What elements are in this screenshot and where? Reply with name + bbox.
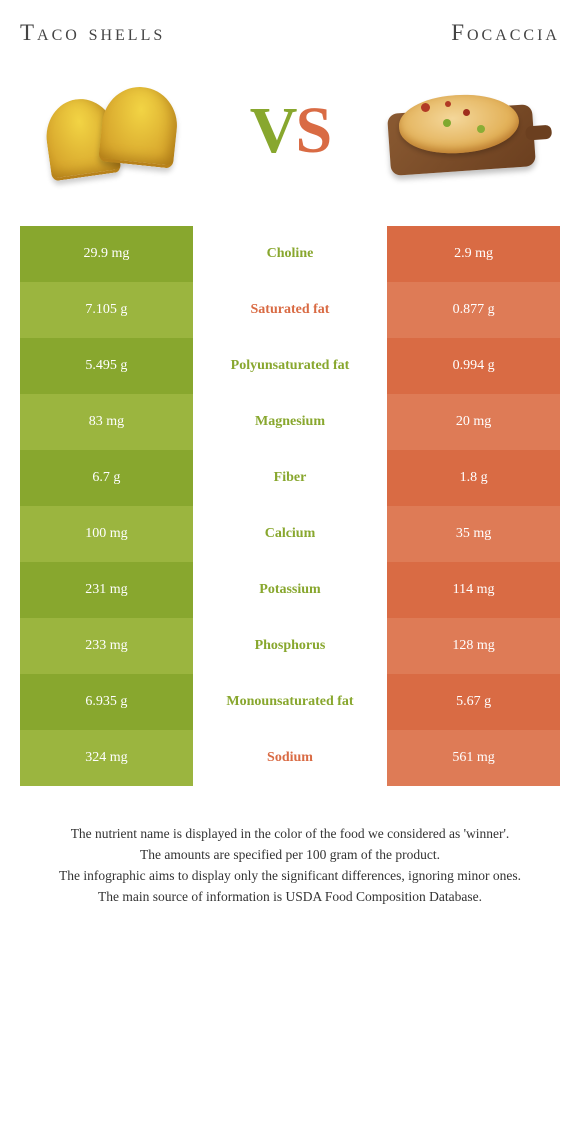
value-left: 7.105 g [20,282,193,338]
value-left: 6.7 g [20,450,193,506]
nutrient-label: Phosphorus [193,618,387,674]
table-row: 7.105 gSaturated fat0.877 g [20,282,560,338]
table-row: 83 mgMagnesium20 mg [20,394,560,450]
value-left: 233 mg [20,618,193,674]
nutrient-label: Potassium [193,562,387,618]
title-row: Taco shells Focaccia [20,20,560,46]
table-row: 100 mgCalcium35 mg [20,506,560,562]
nutrient-label: Calcium [193,506,387,562]
value-right: 114 mg [387,562,560,618]
value-right: 1.8 g [387,450,560,506]
table-row: 6.935 gMonounsaturated fat5.67 g [20,674,560,730]
value-left: 231 mg [20,562,193,618]
taco-shells-image [30,76,200,186]
focaccia-image [380,76,550,186]
footer-line: The nutrient name is displayed in the co… [34,824,546,845]
footer-line: The amounts are specified per 100 gram o… [34,845,546,866]
table-row: 324 mgSodium561 mg [20,730,560,786]
footer-line: The infographic aims to display only the… [34,866,546,887]
vs-v: V [250,94,296,167]
value-right: 5.67 g [387,674,560,730]
nutrient-label: Magnesium [193,394,387,450]
table-row: 29.9 mgCholine2.9 mg [20,226,560,282]
vs-label: VS [250,93,330,169]
nutrient-label: Sodium [193,730,387,786]
nutrition-table: 29.9 mgCholine2.9 mg7.105 gSaturated fat… [20,226,560,786]
nutrient-label: Saturated fat [193,282,387,338]
value-left: 5.495 g [20,338,193,394]
value-left: 6.935 g [20,674,193,730]
nutrient-label: Fiber [193,450,387,506]
nutrient-label: Monounsaturated fat [193,674,387,730]
value-left: 100 mg [20,506,193,562]
value-right: 35 mg [387,506,560,562]
value-right: 20 mg [387,394,560,450]
value-right: 561 mg [387,730,560,786]
value-right: 0.994 g [387,338,560,394]
value-right: 128 mg [387,618,560,674]
nutrient-label: Choline [193,226,387,282]
footer-notes: The nutrient name is displayed in the co… [20,824,560,928]
table-row: 231 mgPotassium114 mg [20,562,560,618]
title-left: Taco shells [20,20,165,46]
table-row: 5.495 gPolyunsaturated fat0.994 g [20,338,560,394]
value-left: 83 mg [20,394,193,450]
nutrient-label: Polyunsaturated fat [193,338,387,394]
value-left: 324 mg [20,730,193,786]
value-right: 2.9 mg [387,226,560,282]
vs-s: S [295,94,330,167]
value-right: 0.877 g [387,282,560,338]
table-row: 233 mgPhosphorus128 mg [20,618,560,674]
hero-row: VS [20,76,560,186]
table-row: 6.7 gFiber1.8 g [20,450,560,506]
footer-line: The main source of information is USDA F… [34,887,546,908]
value-left: 29.9 mg [20,226,193,282]
title-right: Focaccia [451,20,560,46]
